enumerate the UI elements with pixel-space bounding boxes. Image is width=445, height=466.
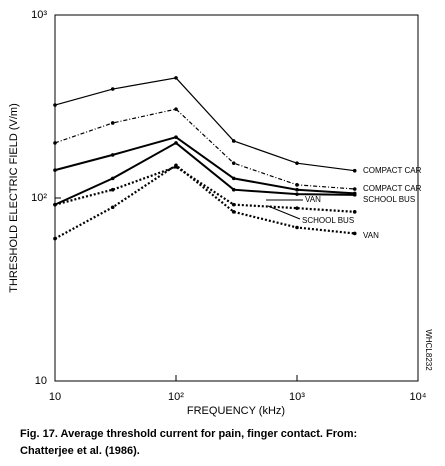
data-point: [352, 168, 357, 173]
caption: Chatterjee et al. (1986).: [20, 445, 140, 457]
series-line: [54, 165, 355, 213]
data-point: [231, 176, 236, 181]
data-point: [231, 161, 236, 165]
data-point: [174, 163, 178, 168]
data-point: [110, 153, 115, 157]
data-point: [110, 205, 115, 210]
data-point: [174, 135, 178, 139]
data-point: [53, 141, 57, 145]
x-tick-label: 10: [49, 391, 61, 403]
x-axis-label: FREQUENCY (kHz): [187, 405, 285, 417]
series-label: COMPACT CAR: [363, 166, 422, 175]
series-line: [54, 77, 355, 172]
data-point: [295, 161, 299, 165]
y-tick-label: 10³: [31, 9, 47, 21]
data-point: [174, 141, 178, 145]
data-point: [53, 103, 57, 107]
data-point: [231, 202, 236, 207]
data-point: [174, 76, 178, 80]
x-tick-label: 10²: [168, 391, 184, 403]
data-point: [295, 187, 299, 192]
data-point: [110, 87, 115, 91]
data-point: [110, 121, 115, 125]
data-point: [110, 187, 115, 192]
arrow: [267, 205, 301, 220]
x-tick-label: 10³: [289, 391, 305, 403]
y-tick-label: 10²: [31, 192, 47, 204]
data-point: [295, 206, 299, 210]
data-point: [231, 210, 236, 214]
y-tick-label: 10: [35, 375, 47, 387]
data-point: [231, 187, 236, 192]
data-point: [174, 107, 178, 111]
data-point: [53, 168, 57, 172]
data-point: [352, 231, 357, 236]
series-label: SCHOOL BUS: [363, 195, 415, 204]
series-line: [54, 136, 355, 195]
data-point: [53, 236, 57, 241]
data-point: [352, 193, 357, 197]
y-axis-label: THRESHOLD ELECTRIC FIELD (V/m): [8, 103, 20, 292]
side-note: WHCL8232: [424, 329, 433, 371]
data-point: [295, 192, 299, 196]
data-point: [352, 187, 357, 191]
data-point: [295, 183, 299, 187]
series-label: SCHOOL BUS: [302, 216, 354, 225]
data-point: [110, 176, 115, 181]
series-label: COMPACT CAR: [363, 184, 422, 193]
data-point: [231, 139, 236, 143]
series-line: [54, 108, 355, 190]
series-label: VAN: [363, 231, 379, 240]
data-point: [295, 225, 299, 230]
x-tick-label: 10⁴: [410, 391, 427, 403]
series-label: VAN: [305, 195, 321, 204]
data-point: [352, 210, 357, 214]
caption: Fig. 17. Average threshold current for p…: [20, 428, 357, 440]
data-point: [53, 202, 57, 207]
series-line: [54, 141, 355, 206]
